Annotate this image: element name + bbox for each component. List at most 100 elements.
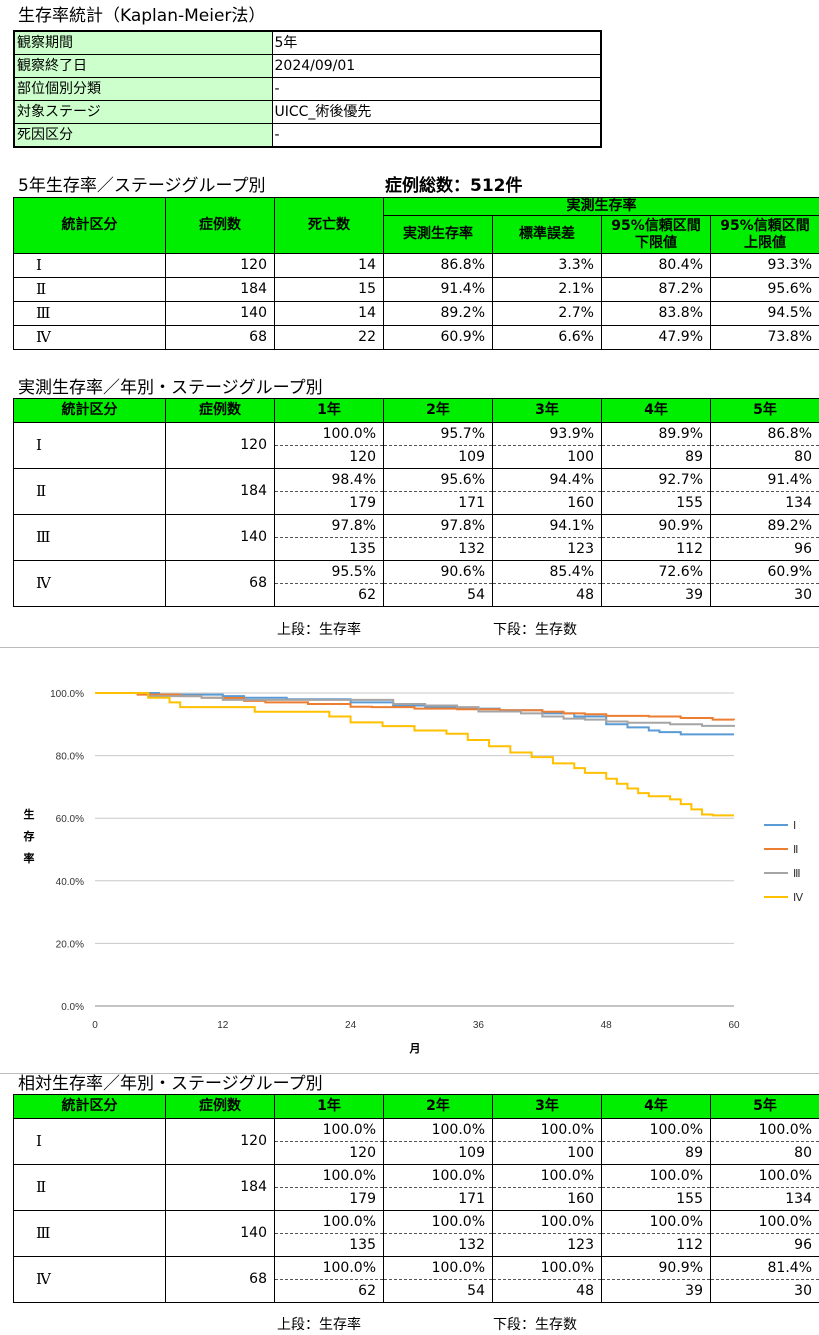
chart-gridlines	[95, 692, 734, 1007]
chart-y-ticks: 0.0% 20.0% 40.0% 60.0% 80.0% 100.0%	[50, 689, 84, 1013]
cell-count: 120	[274, 1141, 384, 1165]
header-category: 統計区分	[13, 197, 166, 254]
info-value: 2024/09/01	[271, 54, 602, 78]
cell-rate: 93.9%	[492, 422, 602, 446]
header-col: 1年	[274, 1094, 384, 1119]
cell-count: 123	[492, 537, 602, 561]
section1-title: 5年生存率／ステージグループ別	[18, 176, 266, 196]
table-row: 135 132 123 112 96	[14, 1233, 819, 1257]
cell-rate: 100.0%	[601, 1118, 711, 1142]
y-tick-label: 0.0%	[61, 1002, 84, 1013]
cell-rate: 100.0%	[383, 1118, 493, 1142]
five-year-survival-table: 統計区分 症例数 死亡数 実測生存率 実測生存率 標準誤差 95%信頼区間 下限…	[13, 197, 819, 350]
cell-count: 89	[601, 1141, 711, 1165]
table-row: Ⅲ 140 100.0% 100.0% 100.0% 100.0% 100.0%	[13, 1210, 819, 1257]
relative-survival-by-year-table: 統計区分 症例数 1年 2年 3年 4年 5年 Ⅰ 120 100.0% 100.0% 100.0%…	[13, 1094, 819, 1303]
table-row: 179 171 160 155 134	[14, 1187, 819, 1211]
cell-upper: 95.6%	[710, 277, 819, 302]
table-row: Ⅱ 184 15 91.4% 2.1% 87.2% 95.6%	[13, 277, 819, 302]
cell-count: 132	[383, 1233, 493, 1257]
table-row: Ⅳ 68 95.5% 90.6% 85.4% 72.6% 60.9%	[13, 560, 819, 607]
table-row: 135 132 123 112 96	[14, 537, 819, 561]
cell-count: 62	[274, 1279, 384, 1303]
cell-rate: 90.9%	[601, 1256, 711, 1280]
cell-count: 135	[274, 537, 384, 561]
info-row: 観察終了日 2024/09/01	[13, 54, 602, 78]
cell-count: 109	[383, 1141, 493, 1165]
cell-rate: 97.8%	[383, 514, 493, 538]
cell-rate: 94.4%	[492, 468, 602, 492]
cell-rate: 97.8%	[274, 514, 384, 538]
info-value: -	[271, 123, 602, 148]
cell-count: 39	[601, 583, 711, 607]
cell-cases: 120	[165, 1118, 275, 1165]
stage-label: Ⅳ	[13, 325, 166, 350]
header-col: 1年	[274, 398, 384, 423]
cell-count: 123	[492, 1233, 602, 1257]
x-tick-label: 12	[217, 1020, 229, 1031]
cell-deaths: 14	[274, 301, 384, 326]
cell-se: 2.7%	[492, 301, 602, 326]
cell-se: 2.1%	[492, 277, 602, 302]
info-value: UICC_術後優先	[271, 100, 602, 124]
cell-count: 80	[710, 1141, 819, 1165]
cell-cases: 68	[165, 325, 275, 350]
header-observed-group: 実測生存率	[383, 197, 819, 216]
header-col: 3年	[492, 1094, 602, 1119]
table-row: 62 54 48 39 30	[14, 583, 819, 607]
legend-label: Ⅳ	[793, 892, 804, 904]
cell-rate: 98.4%	[274, 468, 384, 492]
info-row: 対象ステージ UICC_術後優先	[13, 100, 602, 124]
header-lower: 95%信頼区間 下限値	[601, 215, 711, 254]
cell-rate: 100.0%	[710, 1164, 819, 1188]
divider	[0, 1073, 819, 1074]
cell-count: 54	[383, 583, 493, 607]
cell-lower: 80.4%	[601, 253, 711, 278]
cell-rate: 60.9%	[383, 325, 493, 350]
section2-title: 実測生存率／年別・ステージグループ別	[18, 378, 323, 398]
header-se: 標準誤差	[492, 215, 602, 254]
header-rate: 実測生存率	[383, 215, 493, 254]
cell-se: 3.3%	[492, 253, 602, 278]
table-row: Ⅰ 120 100.0% 100.0% 100.0% 100.0% 100.0%	[13, 1118, 819, 1165]
cell-rate: 60.9%	[710, 560, 819, 584]
header-col: 3年	[492, 398, 602, 423]
cell-deaths: 22	[274, 325, 384, 350]
stage-label: Ⅲ	[13, 301, 166, 326]
info-value: -	[271, 77, 602, 101]
cell-count: 54	[383, 1279, 493, 1303]
stage-label: Ⅲ	[13, 1210, 166, 1257]
cell-rate: 85.4%	[492, 560, 602, 584]
cell-cases: 68	[165, 1256, 275, 1303]
y-tick-label: 80.0%	[56, 752, 84, 763]
table-row: 62 54 48 39 30	[14, 1279, 819, 1303]
x-axis-label: 月	[409, 1042, 421, 1055]
cell-count: 120	[274, 445, 384, 469]
info-label: 観察期間	[13, 30, 273, 55]
table-row: 179 171 160 155 134	[14, 491, 819, 515]
cell-rate: 100.0%	[274, 1164, 384, 1188]
stage-label: Ⅰ	[13, 253, 166, 278]
cell-count: 132	[383, 537, 493, 561]
cell-rate: 100.0%	[710, 1118, 819, 1142]
info-row: 部位個別分類 -	[13, 77, 602, 101]
cell-rate: 95.7%	[383, 422, 493, 446]
info-label: 対象ステージ	[13, 100, 273, 124]
header-upper: 95%信頼区間 上限値	[710, 215, 819, 254]
cell-count: 112	[601, 1233, 711, 1257]
cell-cases: 120	[165, 422, 275, 469]
x-tick-label: 0	[92, 1020, 98, 1031]
table-row: 120 109 100 89 80	[14, 1141, 819, 1165]
table-row: Ⅰ 120 100.0% 95.7% 93.9% 89.9% 86.8%	[13, 422, 819, 469]
cell-rate: 89.2%	[710, 514, 819, 538]
cell-count: 112	[601, 537, 711, 561]
section3-title: 相対生存率／年別・ステージグループ別	[18, 1074, 323, 1094]
cell-count: 30	[710, 1279, 819, 1303]
y-tick-label: 100.0%	[50, 689, 84, 700]
stage-label: Ⅰ	[13, 1118, 166, 1165]
cell-se: 6.6%	[492, 325, 602, 350]
header-col: 5年	[710, 1094, 819, 1119]
divider	[0, 647, 819, 648]
table-row: Ⅳ 68 22 60.9% 6.6% 47.9% 73.8%	[13, 325, 819, 350]
cell-count: 96	[710, 1233, 819, 1257]
